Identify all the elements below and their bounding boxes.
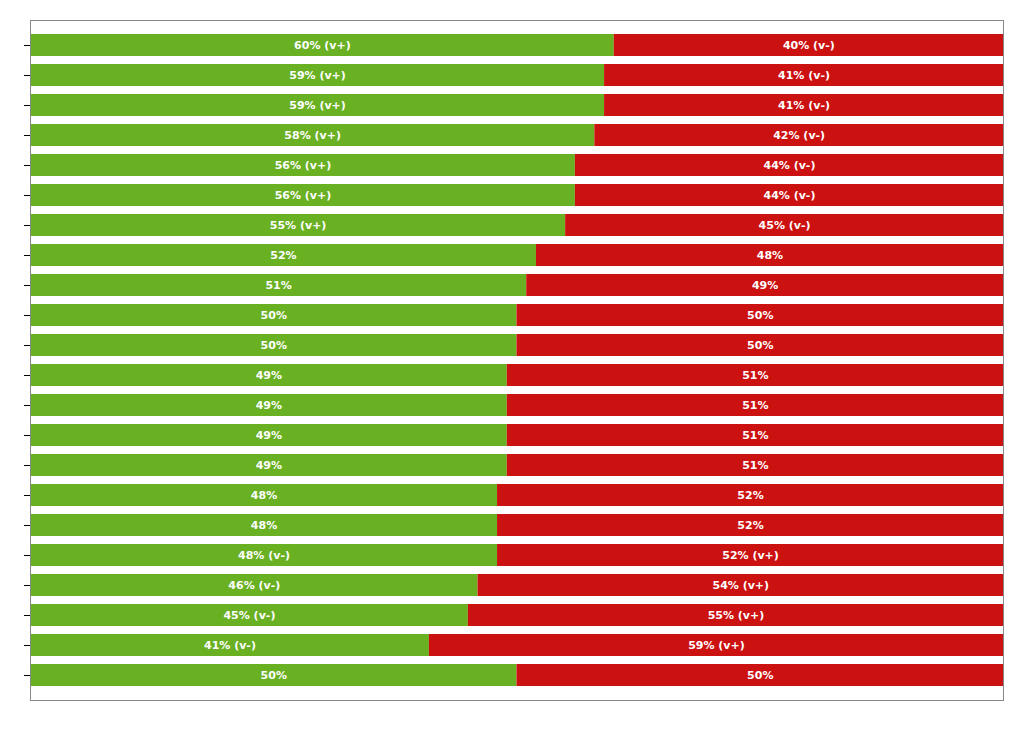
svg-text:51%: 51% (742, 369, 768, 382)
svg-text:46% (v-): 46% (v-) (228, 579, 280, 592)
svg-text:49%: 49% (256, 369, 282, 382)
svg-text:41% (v-): 41% (v-) (204, 639, 256, 652)
svg-text:51%: 51% (742, 399, 768, 412)
svg-text:52% (v+): 52% (v+) (722, 549, 779, 562)
svg-text:55% (v+): 55% (v+) (270, 219, 327, 232)
svg-text:59% (v+): 59% (v+) (289, 99, 346, 112)
svg-text:51%: 51% (742, 429, 768, 442)
svg-text:45% (v-): 45% (v-) (759, 219, 811, 232)
svg-text:50%: 50% (261, 339, 287, 352)
svg-text:58% (v+): 58% (v+) (284, 129, 341, 142)
svg-text:50%: 50% (261, 669, 287, 682)
svg-text:51%: 51% (265, 279, 291, 292)
svg-text:44% (v-): 44% (v-) (763, 189, 815, 202)
svg-text:49%: 49% (256, 399, 282, 412)
svg-text:48%: 48% (251, 519, 277, 532)
svg-text:52%: 52% (270, 249, 296, 262)
svg-text:49%: 49% (752, 279, 778, 292)
svg-text:44% (v-): 44% (v-) (763, 159, 815, 172)
svg-text:50%: 50% (747, 309, 773, 322)
svg-text:48%: 48% (757, 249, 783, 262)
svg-text:56% (v+): 56% (v+) (275, 189, 332, 202)
svg-text:49%: 49% (256, 429, 282, 442)
svg-text:41% (v-): 41% (v-) (778, 99, 830, 112)
svg-text:40% (v-): 40% (v-) (783, 39, 835, 52)
svg-text:55% (v+): 55% (v+) (708, 609, 765, 622)
svg-text:54% (v+): 54% (v+) (712, 579, 769, 592)
svg-text:50%: 50% (747, 669, 773, 682)
svg-text:52%: 52% (737, 489, 763, 502)
svg-text:49%: 49% (256, 459, 282, 472)
svg-text:42% (v-): 42% (v-) (773, 129, 825, 142)
svg-text:48% (v-): 48% (v-) (238, 549, 290, 562)
svg-text:41% (v-): 41% (v-) (778, 69, 830, 82)
svg-text:48%: 48% (251, 489, 277, 502)
svg-text:59% (v+): 59% (v+) (289, 69, 346, 82)
svg-text:60% (v+): 60% (v+) (294, 39, 351, 52)
svg-text:50%: 50% (747, 339, 773, 352)
svg-text:45% (v-): 45% (v-) (223, 609, 275, 622)
svg-text:51%: 51% (742, 459, 768, 472)
svg-text:59% (v+): 59% (v+) (688, 639, 745, 652)
svg-text:52%: 52% (737, 519, 763, 532)
svg-text:56% (v+): 56% (v+) (275, 159, 332, 172)
svg-text:50%: 50% (261, 309, 287, 322)
